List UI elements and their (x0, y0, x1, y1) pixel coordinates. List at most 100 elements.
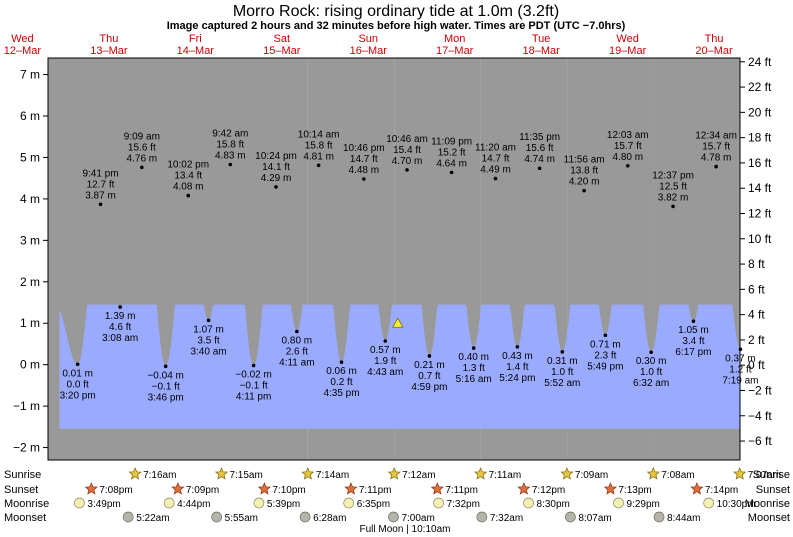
moonrise-icon (433, 497, 444, 509)
sunset-icon (517, 482, 531, 495)
tide-metres: 0.37 m (725, 353, 756, 364)
day-name: Sat (274, 33, 291, 45)
tide-feet: 4.6 ft (109, 322, 131, 333)
day-name: Fri (189, 33, 202, 45)
tide-time: 9:42 am (212, 129, 248, 140)
sunset-icon (690, 482, 704, 495)
moonset-icon (122, 511, 134, 523)
day-name: Wed (11, 33, 33, 45)
tide-feet: 15.6 ft (128, 142, 156, 153)
tide-feet: 15.2 ft (438, 147, 466, 158)
tide-point (383, 339, 388, 343)
tide-metres: 1.05 m (678, 325, 709, 336)
tide-metres: 4.80 m (612, 152, 643, 163)
day-labels: Wed12–MarThu13–MarFri14–MarSat15–MarSun1… (4, 33, 733, 57)
tide-time: 5:24 pm (499, 373, 535, 384)
sunrise-time: 7:16am (143, 470, 176, 481)
tide-time: 10:14 am (298, 129, 340, 140)
tide-metres: 4.20 m (569, 177, 600, 188)
row-label-right: Sunset (756, 484, 790, 496)
tide-feet: 14.7 ft (350, 154, 378, 165)
tide-feet: 12.7 ft (87, 179, 115, 190)
tide-point (362, 177, 366, 181)
tide-point (118, 305, 122, 309)
sunrise-icon (387, 467, 401, 480)
sunset-icon (84, 482, 98, 495)
tide-time: 7:19 am (722, 375, 758, 386)
current-level-marker (392, 317, 404, 328)
sunset-time: 7:09pm (186, 485, 219, 496)
tide-point (515, 345, 520, 349)
tide-point (582, 188, 586, 193)
ft-tick-label: 20 ft (748, 105, 772, 119)
moonrise-icon (253, 497, 265, 509)
tide-point (691, 319, 696, 323)
tide-time: 10:02 pm (167, 160, 209, 171)
tide-metres: 4.81 m (303, 151, 334, 162)
tide-time: 4:35 pm (323, 388, 359, 399)
tide-metres: 1.39 m (105, 311, 136, 322)
row-label-right: Moonrise (745, 498, 790, 510)
tide-feet: 15.7 ft (702, 142, 730, 153)
m-tick-label: 4 m (20, 192, 40, 206)
tide-metres: 4.49 m (480, 165, 511, 176)
tide-metres: −0.04 m (147, 370, 183, 381)
day-name: Sun (358, 33, 378, 45)
ft-tick-label: 24 ft (748, 55, 772, 69)
moonset-time: 7:00am (401, 513, 434, 524)
sunset-time: 7:11pm (359, 485, 392, 496)
tide-feet: 1.9 ft (374, 356, 396, 367)
tide-time: 3:20 pm (60, 390, 96, 401)
ft-tick-label: 16 ft (748, 156, 772, 170)
sunrise-icon (733, 467, 747, 480)
sunset-icon (257, 482, 271, 495)
sunset-time: 7:10pm (272, 485, 305, 496)
moonrise-time: 10:30pm (717, 499, 756, 510)
moonset-time: 5:55am (225, 513, 258, 524)
tide-metres: 0.01 m (62, 368, 93, 379)
sunset-time: 7:08pm (99, 485, 132, 496)
tide-metres: 4.48 m (349, 165, 380, 176)
moonrise-time: 8:30pm (537, 499, 570, 510)
tide-point (274, 185, 278, 189)
tide-feet: 3.5 ft (197, 335, 219, 346)
sunrise-icon (128, 467, 142, 480)
tide-metres: 0.57 m (370, 345, 401, 356)
tide-feet: 3.4 ft (682, 336, 704, 347)
sunrise-icon (301, 467, 315, 480)
tide-metres: −0.02 m (235, 370, 271, 381)
tide-metres: 1.07 m (193, 324, 224, 335)
tide-feet: 13.4 ft (174, 171, 202, 182)
tide-time: 10:24 pm (255, 151, 297, 162)
tide-point (228, 162, 233, 167)
m-tick-label: 0 m (20, 358, 40, 372)
tide-metres: 4.83 m (215, 151, 246, 162)
tide-point (163, 364, 168, 369)
m-tick-label: 5 m (20, 150, 40, 164)
ft-tick-label: 18 ft (748, 131, 772, 145)
day-name: Tue (532, 33, 551, 45)
tide-point (316, 163, 321, 168)
moonrise-time: 7:32pm (447, 499, 480, 510)
tide-time: 12:34 am (695, 131, 737, 142)
tide-feet: 12.5 ft (659, 181, 687, 192)
tide-point (206, 318, 211, 323)
day-name: Wed (616, 33, 638, 45)
m-tick-label: 2 m (20, 275, 40, 289)
tide-time: 11:20 am (475, 143, 516, 154)
tide-metres: 4.70 m (392, 156, 423, 167)
tide-time: 10:46 pm (343, 143, 385, 154)
tide-metres: 4.64 m (436, 158, 467, 169)
tide-point (449, 170, 454, 175)
m-tick-label: −1 m (13, 399, 40, 413)
tide-time: 11:35 pm (519, 132, 560, 143)
tide-metres: 0.30 m (636, 356, 667, 367)
tide-time: 5:49 pm (587, 361, 623, 372)
tide-time: 10:46 am (386, 134, 428, 145)
tide-point (186, 193, 191, 198)
tide-point (405, 168, 409, 172)
day-date: 13–Mar (90, 45, 128, 57)
tide-metres: 0.31 m (547, 356, 578, 367)
sunset-icon (603, 482, 617, 495)
moonset-icon (211, 511, 223, 523)
